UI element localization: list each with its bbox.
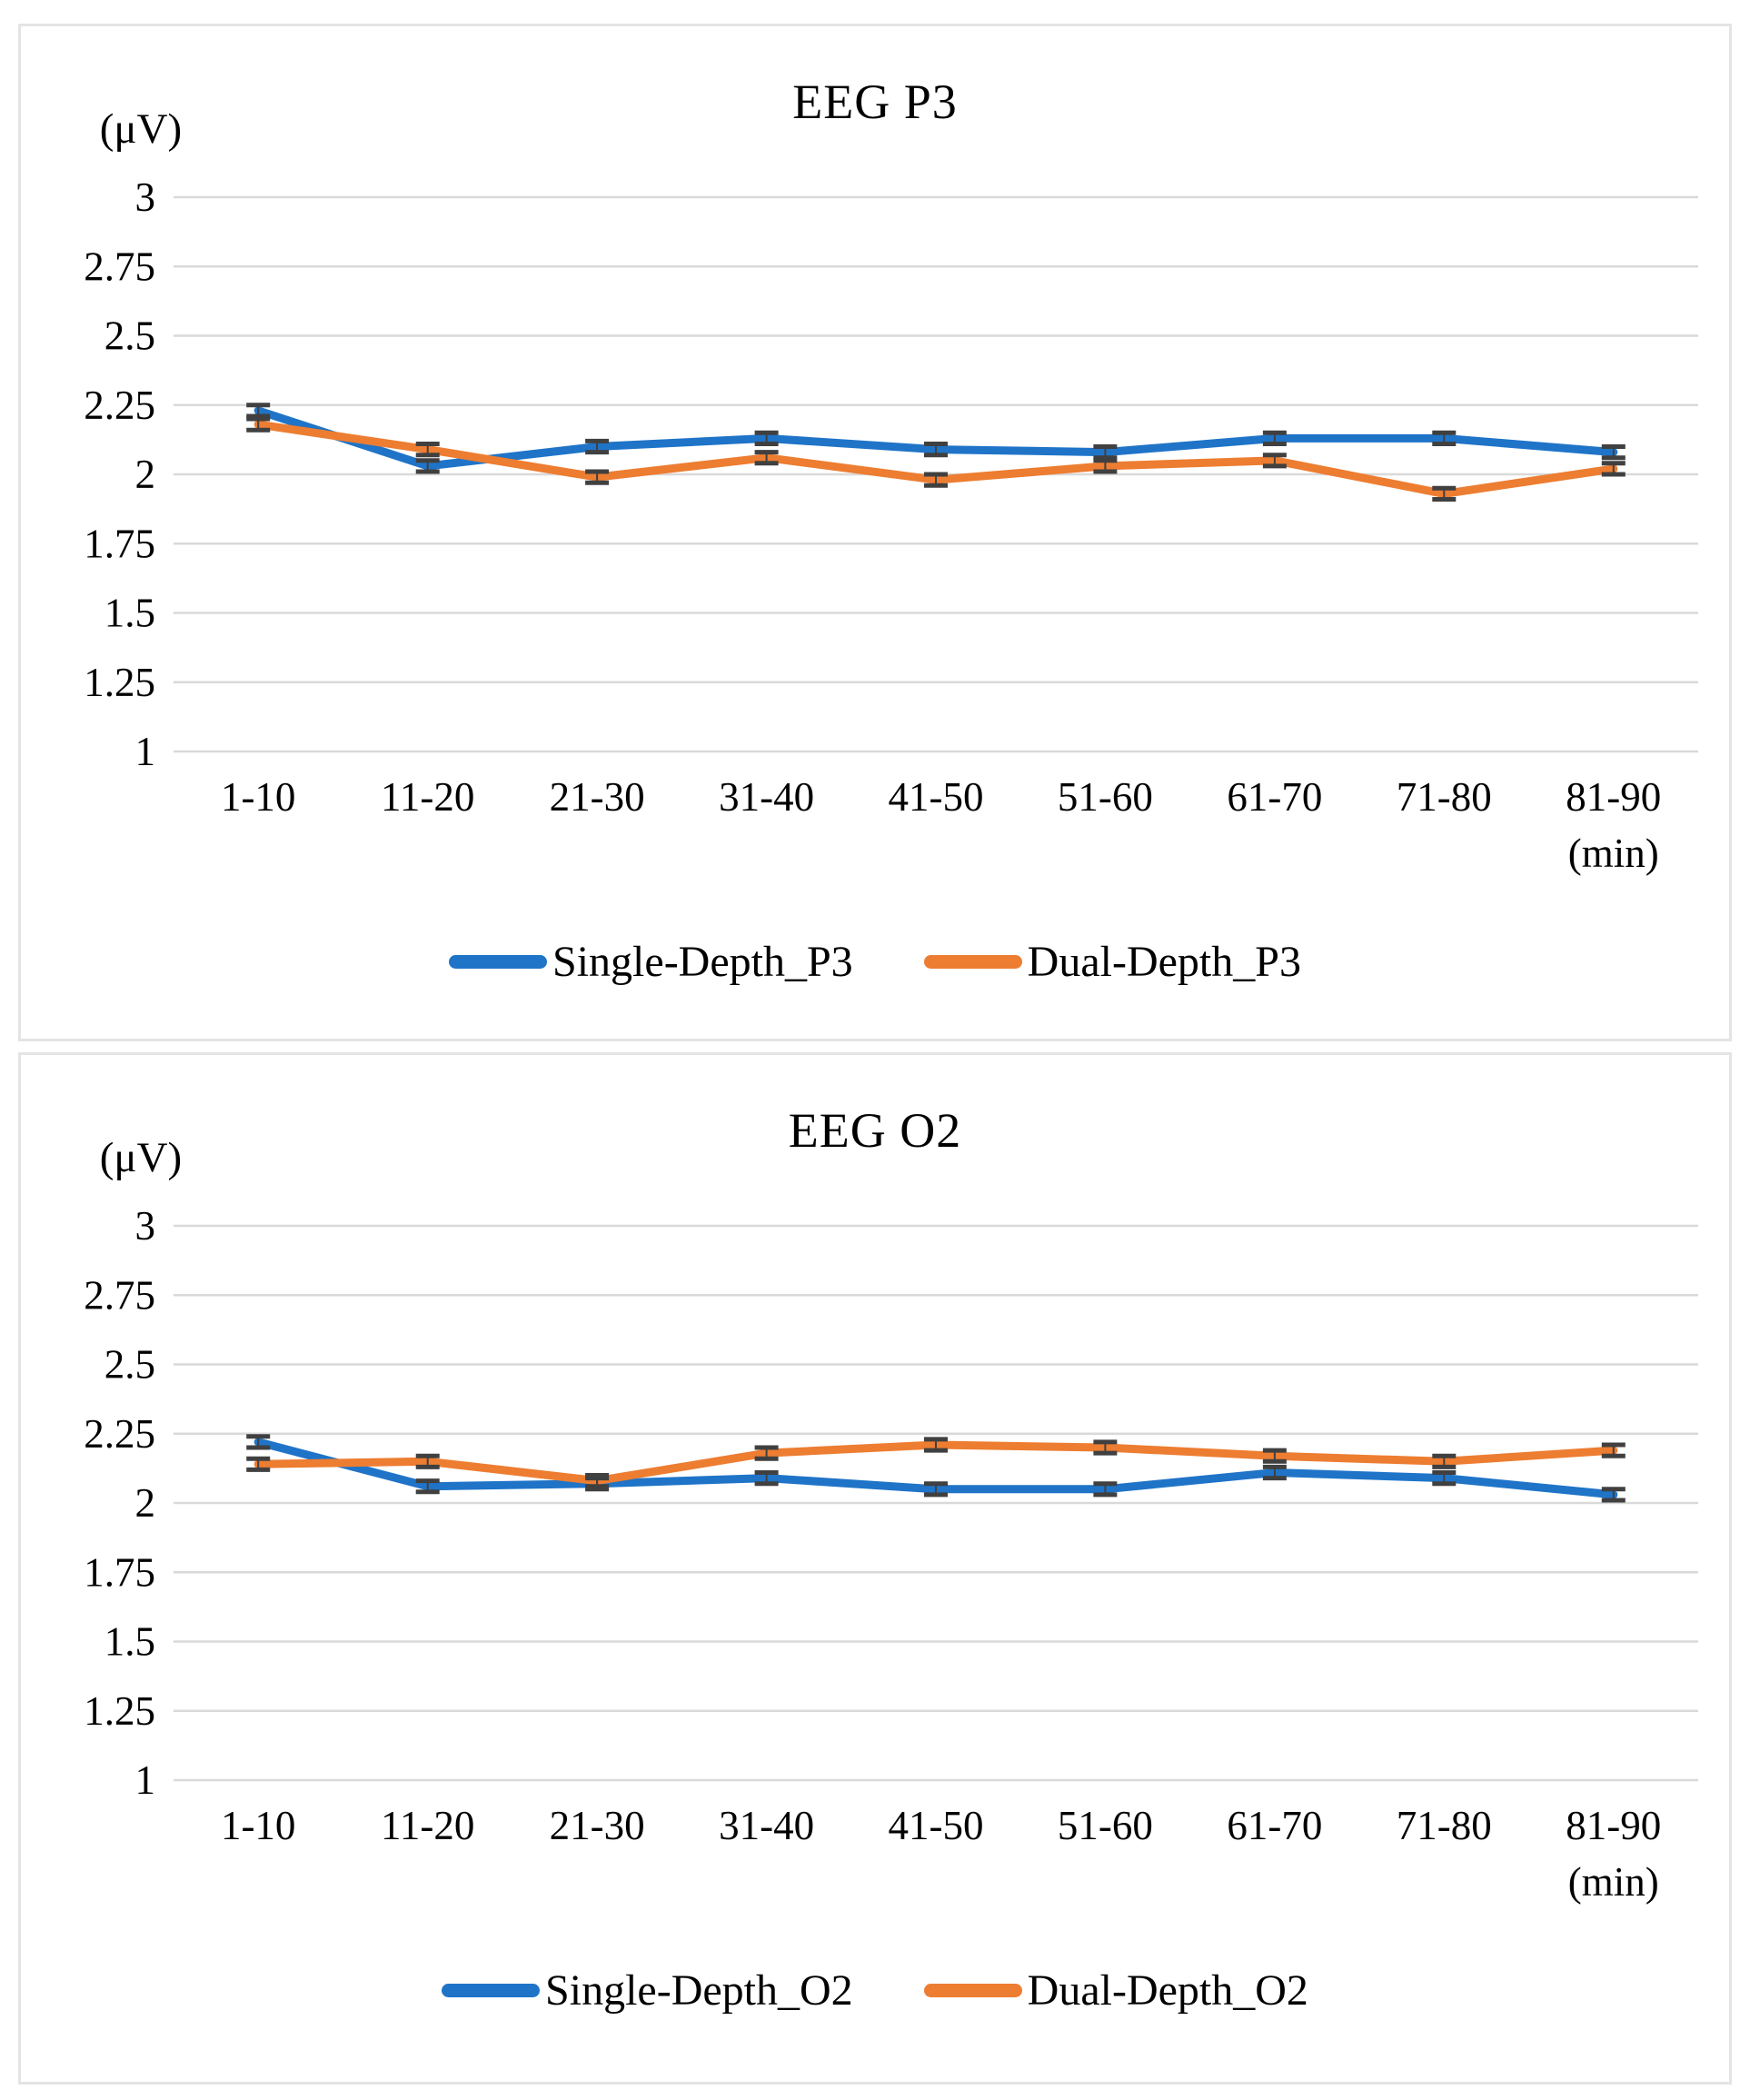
- error-bar: [924, 442, 948, 458]
- x-tick-label: 61-70: [1227, 774, 1322, 820]
- error-bar: [1262, 453, 1287, 469]
- legend-label: Dual-Depth_P3: [1027, 938, 1301, 986]
- y-tick-label: 2: [135, 1480, 156, 1526]
- error-bar: [1262, 430, 1287, 446]
- legend-item-dual-depth: Dual-Depth_O2: [923, 1966, 1308, 2015]
- error-bar: [1262, 1448, 1287, 1464]
- error-bar: [754, 1445, 779, 1461]
- error-bar: [246, 1456, 271, 1472]
- error-bar: [754, 450, 779, 466]
- y-tick-label: 2.25: [84, 1411, 155, 1457]
- y-axis-unit-label: (μV): [99, 105, 183, 153]
- x-tick-label: 1-10: [221, 1803, 296, 1848]
- error-bar: [246, 403, 271, 419]
- error-bar: [585, 469, 610, 485]
- x-tick-label: 31-40: [719, 774, 814, 820]
- x-tick-label: 81-90: [1566, 1803, 1661, 1848]
- y-tick-label: 1.75: [84, 521, 155, 566]
- error-bar: [585, 1473, 610, 1489]
- y-tick-label: 1.75: [84, 1549, 155, 1595]
- legend-item-single-depth: Single-Depth_O2: [442, 1966, 853, 2015]
- error-bar: [415, 442, 440, 458]
- error-bar: [1093, 458, 1118, 474]
- x-tick-label: 71-80: [1397, 774, 1492, 820]
- y-tick-label: 2.5: [104, 314, 155, 359]
- error-bar: [754, 430, 779, 446]
- plot-area: 3 2.75 2.5 2.25 2 1.75 1.5 1.25 1 1-10 11-20 21-30 3…: [84, 174, 1698, 876]
- y-tick-label: 2.25: [84, 383, 155, 428]
- x-tick-label: 11-20: [381, 774, 474, 820]
- x-tick-label: 61-70: [1227, 1803, 1322, 1848]
- x-tick-label: 81-90: [1566, 774, 1661, 820]
- chart-panel-eeg-p3: EEG P3 (μV) 3 2.75 2.5 2.25 2 1.75 1.5 1.25 1 1-1…: [18, 24, 1732, 1041]
- x-tick-label: 11-20: [381, 1803, 474, 1848]
- series-color-swatch: [442, 1984, 541, 1997]
- legend: Single-Depth_O2 Dual-Depth_O2: [21, 1966, 1729, 2015]
- series-color-swatch: [923, 955, 1022, 969]
- y-tick-label: 3: [135, 1203, 156, 1249]
- y-tick-label: 1: [135, 1757, 156, 1803]
- error-bar: [1601, 1442, 1626, 1458]
- error-bar: [1432, 1453, 1457, 1469]
- x-tick-label: 21-30: [550, 774, 645, 820]
- x-axis-unit-label: (min): [1568, 1859, 1659, 1905]
- y-tick-label: 3: [135, 174, 156, 220]
- error-bar: [1601, 1487, 1626, 1503]
- error-bar: [924, 1481, 948, 1498]
- x-tick-label: 21-30: [550, 1803, 645, 1848]
- x-axis-unit-label: (min): [1568, 831, 1659, 876]
- error-bar: [1432, 485, 1457, 502]
- x-tick-label: 1-10: [221, 774, 296, 820]
- x-tick-label: 71-80: [1397, 1803, 1492, 1848]
- legend-item-single-depth: Single-Depth_P3: [449, 937, 853, 987]
- x-tick-label: 31-40: [719, 1803, 814, 1848]
- error-bar: [924, 1437, 948, 1453]
- error-bar: [1093, 1481, 1118, 1498]
- error-bar: [1093, 1439, 1118, 1456]
- error-bar: [415, 458, 440, 474]
- x-tick-label: 51-60: [1058, 1803, 1153, 1848]
- legend: Single-Depth_P3 Dual-Depth_P3: [21, 937, 1729, 987]
- error-bar: [585, 438, 610, 455]
- error-bar: [1601, 444, 1626, 461]
- error-bar: [1093, 444, 1118, 461]
- y-tick-label: 1.5: [104, 1619, 155, 1665]
- x-tick-label: 41-50: [889, 774, 984, 820]
- series-color-swatch: [923, 1984, 1022, 1997]
- series-color-swatch: [449, 955, 548, 969]
- y-tick-label: 1.25: [84, 660, 155, 705]
- legend-item-dual-depth: Dual-Depth_P3: [923, 937, 1301, 987]
- y-tick-label: 2.75: [84, 244, 155, 289]
- error-bar: [1432, 430, 1457, 446]
- chart-panel-eeg-o2: EEG O2 (μV) 3 2.75 2.5 2.25 2 1.75 1.5 1.25 1 1-1…: [18, 1052, 1732, 2085]
- error-bar: [924, 472, 948, 488]
- error-bar: [1432, 1470, 1457, 1487]
- y-tick-label: 1.25: [84, 1688, 155, 1734]
- chart-title: EEG P3: [792, 75, 958, 129]
- y-tick-label: 2.75: [84, 1272, 155, 1318]
- y-axis-unit-label: (μV): [99, 1134, 183, 1181]
- y-tick-label: 1: [135, 729, 156, 774]
- error-bar: [415, 1453, 440, 1469]
- y-tick-label: 2.5: [104, 1342, 155, 1388]
- chart-title: EEG O2: [788, 1103, 962, 1158]
- error-bar: [246, 416, 271, 433]
- error-bar: [415, 1478, 440, 1495]
- x-tick-label: 41-50: [889, 1803, 984, 1848]
- legend-label: Dual-Depth_O2: [1027, 1966, 1308, 2015]
- error-bar: [1262, 1464, 1287, 1481]
- error-bar: [1601, 461, 1626, 477]
- x-tick-label: 51-60: [1058, 774, 1153, 820]
- y-tick-label: 2: [135, 452, 156, 497]
- plot-area: 3 2.75 2.5 2.25 2 1.75 1.5 1.25 1 1-10 11-20 21-30 3…: [84, 1203, 1698, 1905]
- error-bar: [246, 1434, 271, 1450]
- legend-label: Single-Depth_P3: [552, 938, 853, 986]
- y-tick-label: 1.5: [104, 591, 155, 636]
- error-bar: [754, 1470, 779, 1487]
- legend-label: Single-Depth_O2: [545, 1966, 853, 2015]
